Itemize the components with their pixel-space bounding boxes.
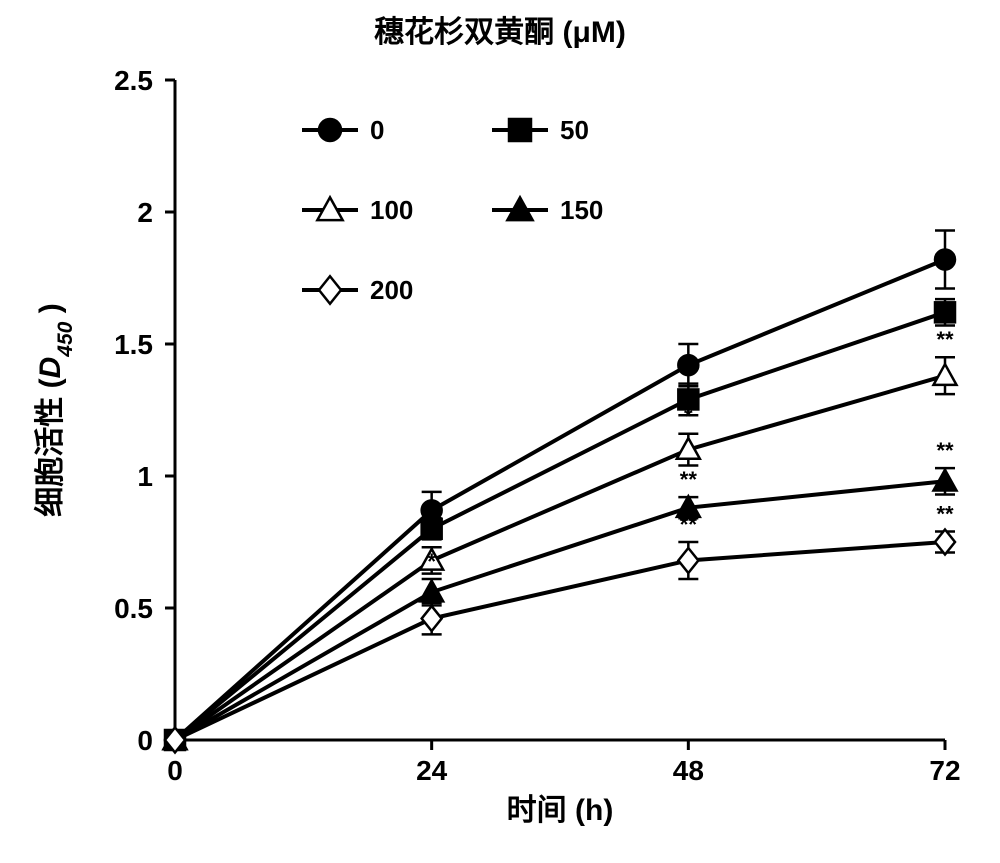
significance-marker: ** (936, 438, 954, 463)
significance-marker: ** (936, 327, 954, 352)
significance-marker: ** (936, 501, 954, 526)
significance-marker: * (427, 549, 436, 574)
y-tick-label: 2.5 (114, 65, 153, 96)
y-tick-label: 0.5 (114, 593, 153, 624)
y-tick-label: 0 (137, 725, 153, 756)
x-tick-label: 72 (929, 755, 960, 786)
y-tick-label: 1 (137, 461, 153, 492)
legend-label: 50 (560, 115, 589, 145)
chart-title: 穗花杉双黄酮 (μM) (374, 16, 626, 49)
y-tick-label: 2 (137, 197, 153, 228)
significance-marker: ** (680, 467, 698, 492)
y-tick-label: 1.5 (114, 329, 153, 360)
x-tick-label: 24 (416, 755, 448, 786)
chart-container: 穗花杉双黄酮 (μM)00.511.522.50244872时间 (h)细胞活性… (0, 0, 1000, 863)
data-marker (935, 302, 955, 322)
legend-label: 150 (560, 195, 603, 225)
data-marker (935, 250, 955, 270)
legend-label: 100 (370, 195, 413, 225)
x-tick-label: 48 (673, 755, 704, 786)
legend-label: 200 (370, 275, 413, 305)
x-tick-label: 0 (167, 755, 183, 786)
legend-label: 0 (370, 115, 384, 145)
line-chart: 穗花杉双黄酮 (μM)00.511.522.50244872时间 (h)细胞活性… (0, 0, 1000, 863)
significance-marker: * (427, 517, 436, 542)
x-axis-label: 时间 (h) (507, 794, 614, 827)
significance-marker: ** (680, 512, 698, 537)
data-marker (678, 355, 698, 375)
significance-marker: * (684, 404, 693, 429)
